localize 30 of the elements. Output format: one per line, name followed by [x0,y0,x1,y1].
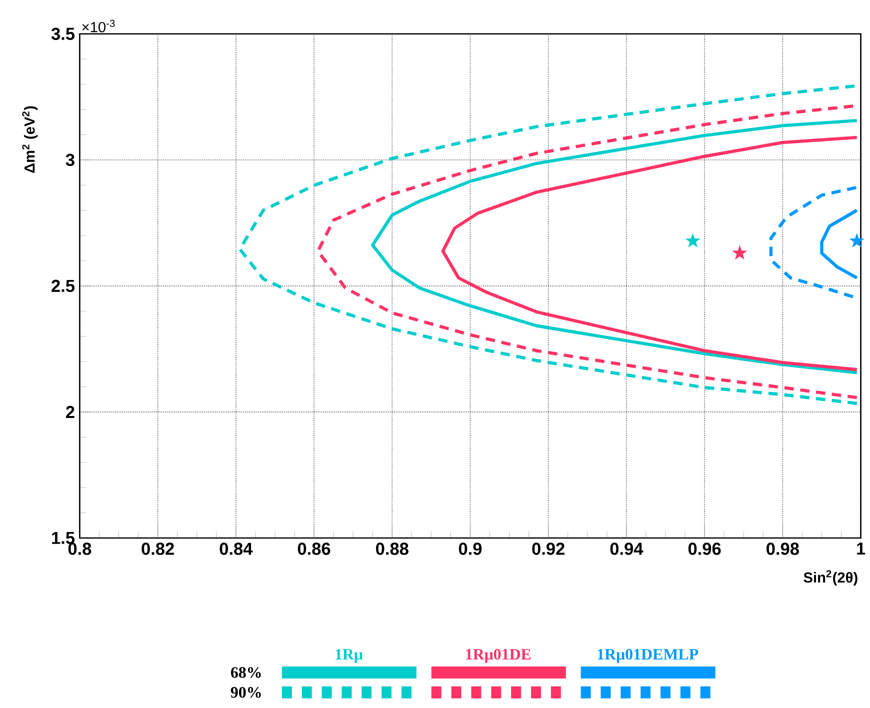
y-tick-label: 2.5 [52,280,75,292]
y-tick-label: 3 [66,154,74,166]
x-tick-label: 0.88 [376,542,408,555]
line-series [238,84,858,405]
x-tick-label: 0.82 [142,542,174,555]
text: 1Rμ01DEMLP [598,648,698,663]
x-tick-label: 0.94 [610,542,644,555]
line-series [441,136,858,372]
x-tick-label: 0.8 [68,542,92,555]
text: 90% [230,686,261,698]
y-axis-title: Δm$^{2}$ (eV$^{2}$) [22,106,38,173]
text: 68% [230,666,261,678]
x-tick-label: 0.96 [688,542,721,555]
text: 1Rμ01DE [466,648,531,663]
line-series [316,104,858,400]
x-tick-label: 0.9 [458,542,482,555]
line-series [769,186,858,298]
line-series [371,118,858,374]
x-tick-label: 1 [857,542,866,554]
line-series [820,208,858,280]
y-tick-label: 2 [66,406,74,418]
text: 1Rμ [336,648,363,663]
x-tick-label: 0.84 [220,542,253,555]
x-tick-label: 0.98 [766,542,799,555]
text: ×10$^{-3}$ [82,20,115,32]
x-tick-label: 0.92 [532,542,564,555]
x-tick-label: 0.86 [298,542,330,555]
y-tick-label: 1.5 [52,532,75,544]
y-tick-label: 3.5 [51,28,75,40]
x-axis-title: Sin$^{2}$(2θ) [804,570,858,586]
